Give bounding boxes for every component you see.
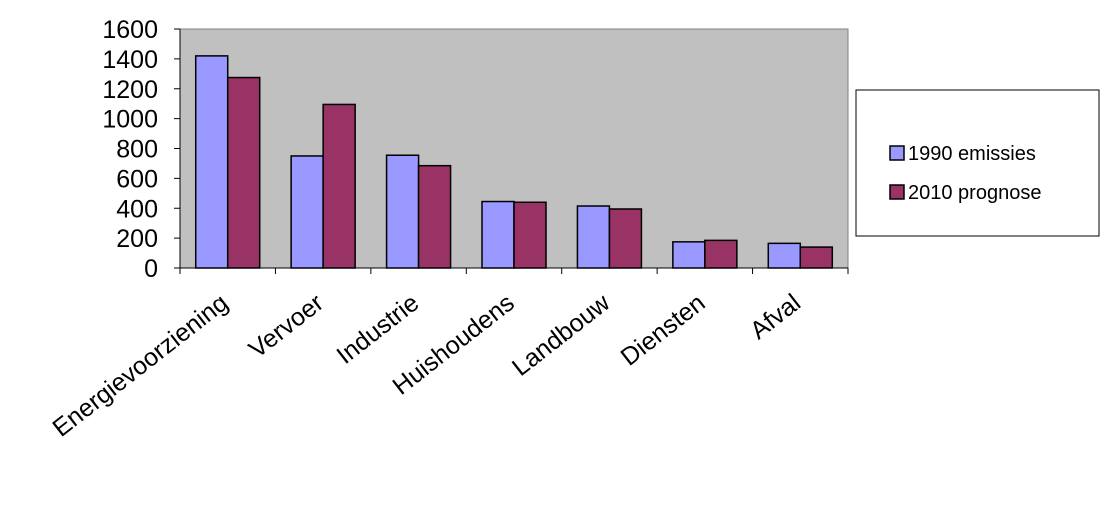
x-tick-label: Afval <box>745 289 806 345</box>
y-tick-label: 0 <box>144 255 158 283</box>
bar-series1-huishoudens <box>481 200 515 269</box>
x-tick-label: Landbouw <box>507 288 616 382</box>
bars-group <box>194 55 834 269</box>
bar-series2-landbouw <box>608 208 643 269</box>
bar-series1-energievoorziening <box>194 55 229 269</box>
y-tick-label: 200 <box>116 225 158 253</box>
y-tick-label: 1000 <box>102 106 158 134</box>
x-tick-label: Vervoer <box>244 289 329 364</box>
bar-series2-huishoudens <box>513 201 547 269</box>
bar-series2-industrie <box>417 164 452 269</box>
x-axis: Energievoorziening Vervoer IndustrieHuisho… <box>48 267 849 443</box>
x-tick-label: Industrie <box>331 289 424 370</box>
x-tick-label: Energievoorziening <box>48 289 234 443</box>
bar-series2-afval <box>799 246 834 269</box>
bar-series1-afval <box>767 242 802 269</box>
y-tick-label: 1200 <box>102 76 158 104</box>
y-tick-label: 1400 <box>102 46 158 74</box>
y-tick-label: 400 <box>116 195 158 223</box>
bar-series2-vervoer <box>322 103 356 269</box>
y-tick-label: 600 <box>116 165 158 193</box>
x-tick-label: Diensten <box>616 289 711 372</box>
y-tick-label: 1600 <box>102 16 158 44</box>
bar-series1-vervoer <box>290 155 324 269</box>
legend-box <box>855 89 1100 237</box>
y-tick-label: 800 <box>116 136 158 164</box>
bar-series1-industrie <box>385 154 420 269</box>
bar-series1-diensten <box>672 241 706 269</box>
legend-swatch <box>889 184 905 200</box>
legend: 1990 emissies 2010 prognose <box>855 89 1100 237</box>
bar-series1-landbouw <box>576 205 611 269</box>
legend-label: 2010 prognose <box>908 182 1041 204</box>
bar-series2-diensten <box>704 239 738 269</box>
legend-swatch <box>889 145 905 161</box>
bar-series2-energievoorziening <box>226 76 261 269</box>
legend-label: 1990 emissies <box>908 143 1036 165</box>
